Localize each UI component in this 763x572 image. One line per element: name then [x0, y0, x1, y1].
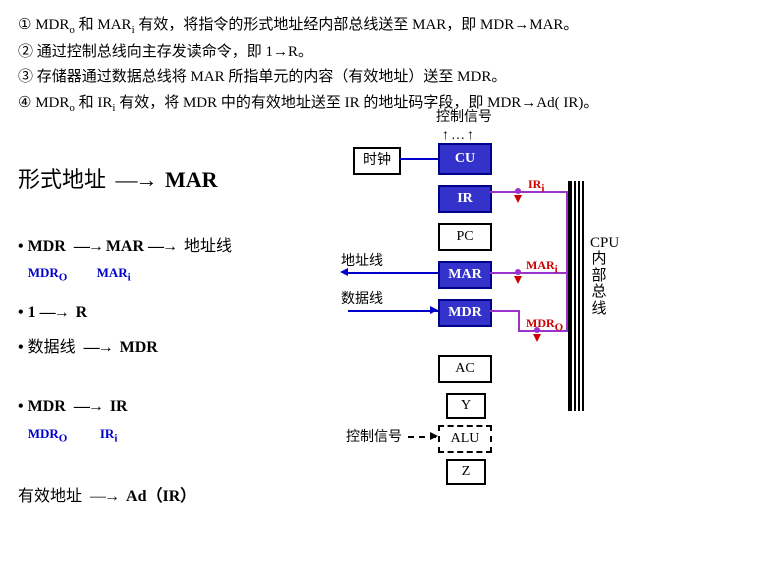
cpu-diagram: 控制信号 ↑…↑ 时钟 CU IR PC MAR MDR AC Y ALU Z … [278, 125, 745, 525]
y-box: Y [446, 393, 486, 419]
mdr-out-line1 [490, 310, 520, 312]
sig-mari: MARi [526, 256, 558, 278]
steps-list: ① MDRo 和 MARi 有效，将指令的形式地址经内部总线送至 MAR，即 M… [18, 14, 745, 117]
mdro-arrow-icon [533, 334, 541, 342]
step-1: ① MDRo 和 MARi 有效，将指令的形式地址经内部总线送至 MAR，即 M… [18, 14, 745, 39]
left-annotations: 形式地址 —→ MAR • MDR —→MAR—→ 地址线 MDRO MARi … [18, 125, 278, 525]
data-line-label: 数据线 [341, 289, 383, 311]
z-box: Z [446, 459, 486, 485]
mari-arrow-icon [514, 276, 522, 284]
cu-box: CU [438, 143, 492, 175]
mdr-box: MDR [438, 299, 492, 327]
sig-mdro: MDRO [526, 314, 563, 336]
mar-node-icon [515, 269, 521, 275]
bus-label: CPU内部总线 [590, 235, 608, 318]
ir-node-icon [515, 188, 521, 194]
ir-box: IR [438, 185, 492, 213]
step-2: ② 通过控制总线向主存发读命令，即 1→R。 [18, 41, 745, 64]
mar-box: MAR [438, 261, 492, 289]
clock-box: 时钟 [353, 147, 401, 175]
addr-line-label: 地址线 [341, 251, 383, 273]
step-3: ③ 存储器通过数据总线将 MAR 所指单元的内容（有效地址）送至 MDR。 [18, 66, 745, 89]
ctrl-sig-alu-label: 控制信号 [346, 427, 402, 449]
row-formal-addr: 形式地址 —→ MAR [18, 163, 278, 197]
alu-box: ALU [438, 425, 492, 453]
row-mdr-mar: • MDR —→MAR—→ 地址线 [18, 235, 278, 260]
mdr-out-line2 [518, 310, 520, 330]
row-mdr-ir-anno: MDRO IRi [18, 424, 278, 448]
iri-arrow-icon [514, 195, 522, 203]
ac-box: AC [438, 355, 492, 383]
clock-cu-line [399, 158, 438, 160]
row-data-mdr: • 数据线 —→ MDR [18, 336, 278, 361]
mdr-data-arrow-icon [430, 306, 438, 314]
alu-ctrl-arrow-icon [430, 432, 438, 440]
row-1-r: • 1—→ R [18, 301, 278, 326]
sig-iri: IRi [528, 175, 544, 197]
row-effaddr-adir: 有效地址 —→ Ad（IR） [18, 485, 278, 510]
internal-bus [568, 181, 584, 411]
bus-side-vline [566, 191, 568, 332]
row-mdr-ir: • MDR —→ IR [18, 395, 278, 420]
step-4: ④ MDRo 和 IRi 有效，将 MDR 中的有效地址送至 IR 的地址码字段… [18, 92, 745, 117]
row-mdr-mar-anno: MDRO MARi [18, 263, 278, 287]
pc-box: PC [438, 223, 492, 251]
